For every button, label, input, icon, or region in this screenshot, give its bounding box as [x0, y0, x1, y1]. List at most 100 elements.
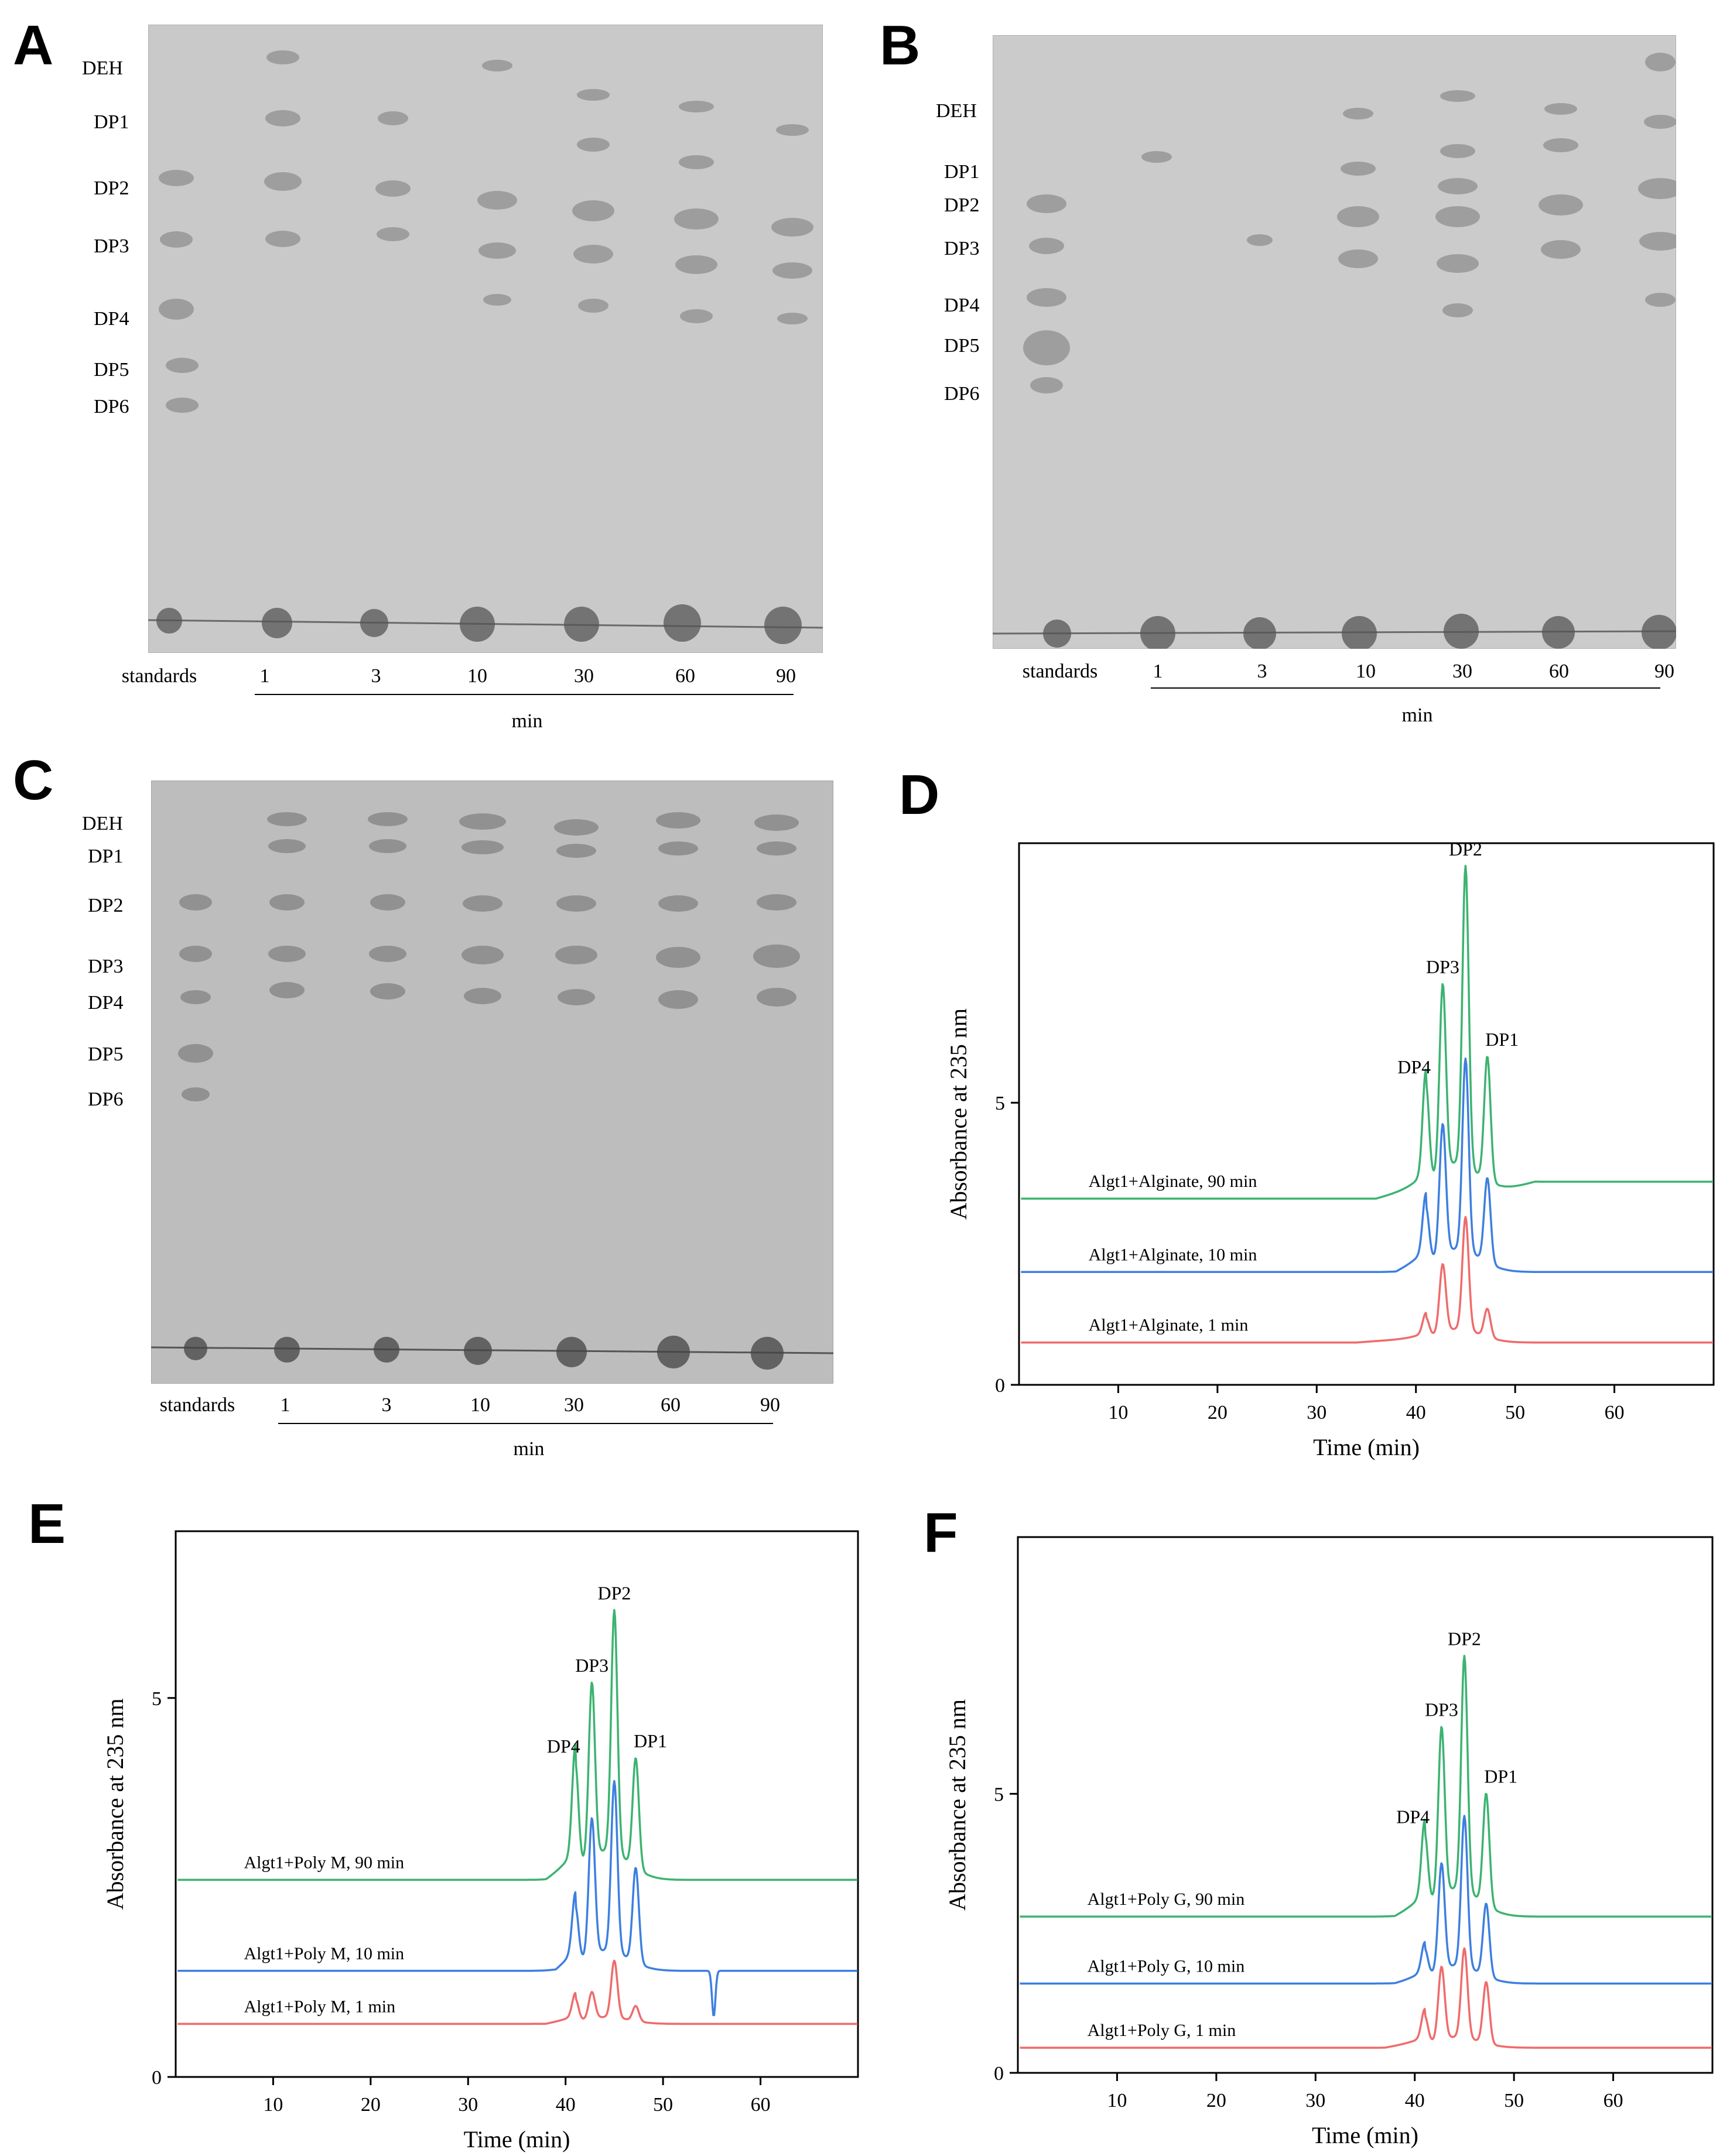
tlc-c-lane-3: 3	[381, 1394, 392, 1416]
series-label: Algt1+Poly M, 10 min	[244, 1944, 405, 1963]
x-tick-label: 40	[1405, 2090, 1425, 2111]
series-label: Algt1+Alginate, 1 min	[1089, 1316, 1249, 1335]
tlc-a-lane-3: 3	[371, 665, 381, 687]
tlc-plate-c	[151, 781, 833, 1384]
tlc-plate-a	[148, 25, 823, 653]
tlc-b-bracket-line	[1151, 687, 1660, 689]
peak-label: DP3	[575, 1655, 608, 1676]
tlc-c-unit-label: min	[513, 1438, 545, 1460]
tlc-b-row-dp1: DP1	[944, 161, 980, 183]
series-line	[1020, 865, 1714, 1200]
x-axis-label: Time (min)	[1312, 2122, 1418, 2148]
y-tick-label: 5	[994, 1784, 1004, 1805]
tlc-b-lane-1: 1	[1153, 661, 1163, 682]
x-tick-label: 30	[1305, 2090, 1325, 2111]
x-tick-label: 20	[1208, 1402, 1228, 1423]
tlc-c-lane-1: 1	[280, 1394, 290, 1416]
x-tick-label: 20	[361, 2094, 381, 2116]
x-tick-label: 60	[751, 2094, 771, 2116]
series-label: Algt1+Poly M, 90 min	[244, 1853, 405, 1872]
series-line	[177, 1779, 858, 2017]
tlc-a-standards-label: standards	[121, 665, 197, 687]
panel-letter-a: A	[13, 14, 54, 77]
x-tick-label: 30	[458, 2094, 478, 2116]
series-line	[1019, 1815, 1712, 1985]
x-tick-label: 40	[1406, 1402, 1426, 1423]
tlc-a-row-dp5: DP5	[94, 359, 129, 381]
x-tick-label: 60	[1605, 1402, 1625, 1423]
y-tick-label: 0	[152, 2067, 162, 2089]
x-tick-label: 50	[1504, 2090, 1524, 2111]
y-axis-label: Absorbance at 235 nm	[945, 1008, 972, 1220]
peak-label: DP1	[1484, 1766, 1517, 1787]
tlc-a-lane-60: 60	[675, 665, 695, 687]
tlc-b-row-dp5: DP5	[944, 335, 980, 357]
tlc-b-lane-10: 10	[1356, 661, 1376, 682]
chromatogram-f: 10 20 30 40 50 60 0 5 Time (min) Absorbance at 23…	[944, 1536, 1714, 2148]
tlc-b-unit-label: min	[1401, 704, 1433, 726]
tlc-b-standards-label: standards	[1022, 661, 1098, 682]
plot-frame	[1017, 1536, 1714, 2074]
panel-letter-e: E	[28, 1493, 66, 1555]
tlc-b-row-dp6: DP6	[944, 383, 980, 405]
tlc-a-row-dp1: DP1	[94, 111, 129, 133]
tlc-b-row-dp2: DP2	[944, 194, 980, 216]
peak-label: DP4	[1397, 1056, 1431, 1077]
tlc-a-row-dp4: DP4	[94, 308, 129, 330]
tlc-c-standards-label: standards	[159, 1394, 235, 1416]
tlc-a-lane-90: 90	[776, 665, 796, 687]
tlc-b-lane-3: 3	[1257, 661, 1267, 682]
series-line	[1020, 1216, 1714, 1344]
chromatogram-d: 10 20 30 40 50 60 0 5 Time (min) Absorbance at 23…	[945, 839, 1715, 1460]
chromatogram-e: 10 20 30 40 50 60 0 5 Time (min) Absorbance at 23…	[102, 1530, 859, 2152]
series-label: Algt1+Alginate, 90 min	[1089, 1172, 1257, 1191]
tlc-c-row-dp5: DP5	[88, 1043, 124, 1065]
series-label: Algt1+Poly M, 1 min	[244, 1997, 396, 2016]
tlc-b-row-deh: DEH	[936, 100, 977, 122]
plot-frame	[175, 1530, 859, 2078]
peak-label: DP3	[1425, 1699, 1458, 1720]
tlc-c-row-dp3: DP3	[88, 956, 124, 977]
series-label: Algt1+Poly G, 1 min	[1088, 2021, 1236, 2040]
tlc-c-bracket-line	[278, 1423, 773, 1424]
y-tick-label: 0	[994, 2063, 1004, 2085]
x-tick-label: 50	[653, 2094, 673, 2116]
tlc-a-lane-10: 10	[467, 665, 487, 687]
panel-letter-f: F	[924, 1501, 958, 1564]
series-line	[1019, 1654, 1712, 1918]
peak-label: DP2	[597, 1583, 631, 1604]
y-axis-label: Absorbance at 235 nm	[102, 1698, 128, 1909]
x-tick-label: 10	[1107, 2090, 1127, 2111]
tlc-b-lane-90: 90	[1654, 661, 1674, 682]
tlc-c-row-deh: DEH	[82, 813, 123, 834]
tlc-c-lane-60: 60	[661, 1394, 681, 1416]
series-label: Algt1+Poly G, 90 min	[1088, 1890, 1245, 1909]
x-tick-label: 40	[556, 2094, 576, 2116]
tlc-b-row-dp4: DP4	[944, 295, 980, 316]
tlc-a-row-dp6: DP6	[94, 396, 129, 417]
tlc-b-lane-60: 60	[1549, 661, 1569, 682]
y-tick-label: 5	[152, 1688, 162, 1710]
tlc-a-bracket-line	[255, 694, 794, 695]
tlc-c-lane-10: 10	[470, 1394, 490, 1416]
x-tick-label: 20	[1206, 2090, 1226, 2111]
y-axis-label: Absorbance at 235 nm	[944, 1699, 970, 1911]
peak-label: DP4	[547, 1736, 580, 1757]
y-tick-label: 0	[995, 1375, 1005, 1397]
peak-label: DP2	[1448, 1628, 1481, 1649]
tlc-a-row-dp3: DP3	[94, 235, 129, 257]
tlc-a-lane-1: 1	[259, 665, 270, 687]
panel-letter-b: B	[880, 14, 921, 77]
series-line	[1019, 1947, 1712, 2049]
tlc-b-lane-30: 30	[1452, 661, 1472, 682]
x-tick-label: 10	[1108, 1402, 1128, 1423]
tlc-c-lane-90: 90	[760, 1394, 780, 1416]
tlc-plate-b	[993, 35, 1676, 649]
panel-letter-c: C	[13, 749, 54, 812]
series-line	[1020, 1058, 1714, 1274]
tlc-a-unit-label: min	[511, 710, 543, 732]
tlc-b-row-dp3: DP3	[944, 238, 980, 259]
tlc-c-row-dp6: DP6	[88, 1089, 124, 1110]
peak-label: DP1	[634, 1730, 667, 1751]
series-line	[177, 1609, 858, 1881]
